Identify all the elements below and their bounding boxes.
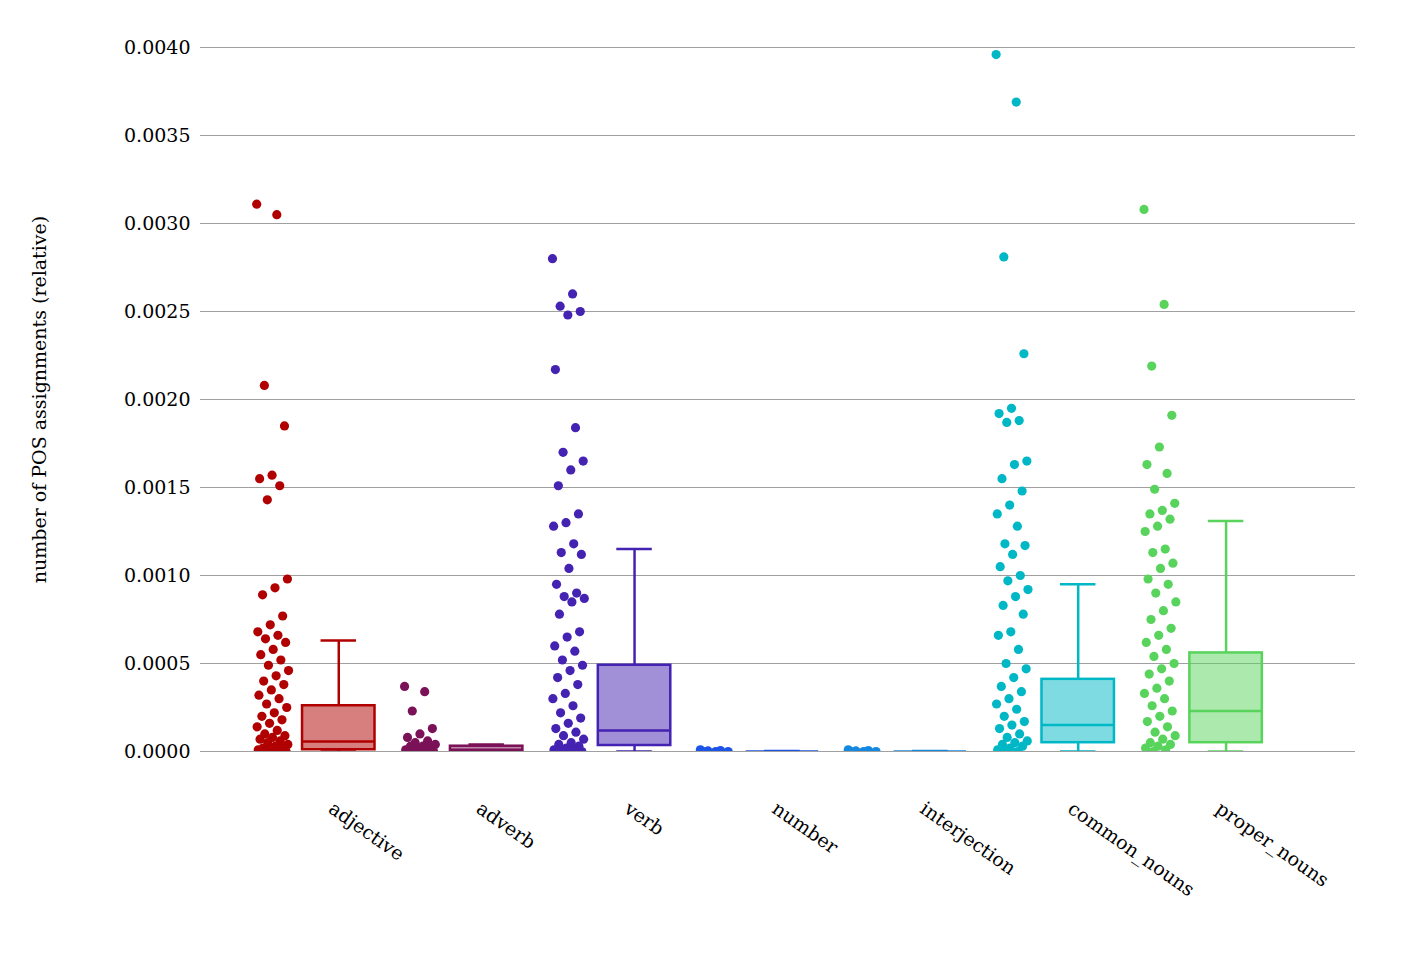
svg-text:0.0000: 0.0000 <box>124 740 190 762</box>
svg-text:0.0035: 0.0035 <box>124 124 190 146</box>
svg-text:common_nouns: common_nouns <box>1064 797 1199 901</box>
svg-text:0.0030: 0.0030 <box>124 212 190 234</box>
svg-text:0.0040: 0.0040 <box>124 36 190 58</box>
svg-text:interjection: interjection <box>916 797 1020 879</box>
svg-text:proper_nouns: proper_nouns <box>1212 797 1334 892</box>
svg-text:number of POS assignments (rel: number of POS assignments (relative) <box>28 216 50 583</box>
svg-text:0.0015: 0.0015 <box>124 476 190 498</box>
svg-text:0.0005: 0.0005 <box>124 652 190 674</box>
svg-text:adjective: adjective <box>325 797 409 865</box>
svg-text:0.0025: 0.0025 <box>124 300 190 322</box>
svg-text:verb: verb <box>620 796 669 839</box>
svg-text:0.0010: 0.0010 <box>124 564 190 586</box>
svg-text:adverb: adverb <box>473 797 540 853</box>
svg-text:0.0020: 0.0020 <box>124 388 190 410</box>
svg-text:number: number <box>769 797 844 859</box>
